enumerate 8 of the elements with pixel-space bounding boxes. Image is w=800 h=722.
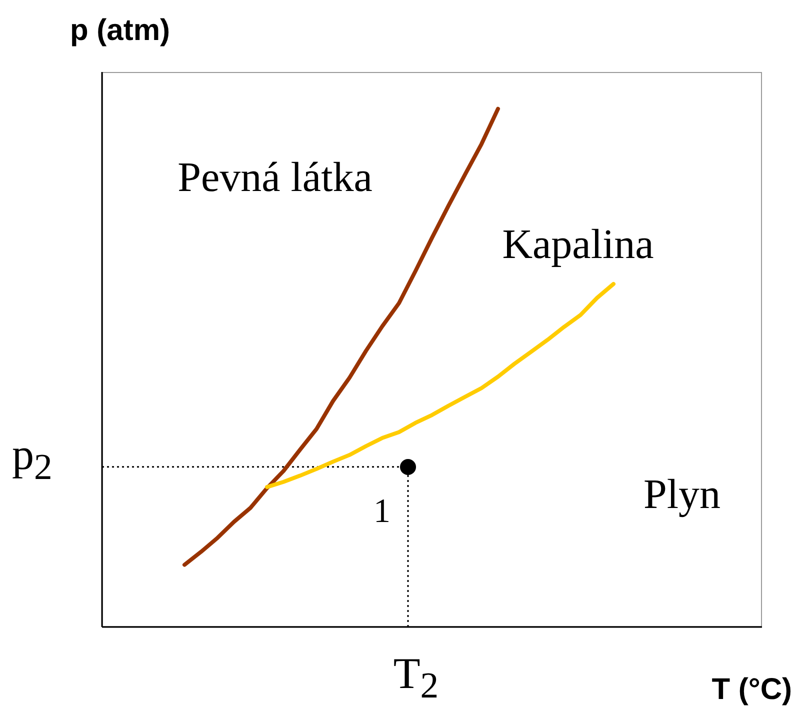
annotation: 1	[374, 493, 390, 530]
text: T$_{2}$	[393, 648, 439, 706]
x-axis-title: T (°C)	[712, 673, 792, 707]
y-axis-title: p (atm)	[70, 14, 170, 48]
ref-line-label: p$_{2}$	[12, 430, 52, 487]
annotation: Kapalina	[502, 222, 654, 268]
annotation: Plyn	[643, 472, 721, 518]
annotation: Pevná látka	[178, 155, 372, 201]
